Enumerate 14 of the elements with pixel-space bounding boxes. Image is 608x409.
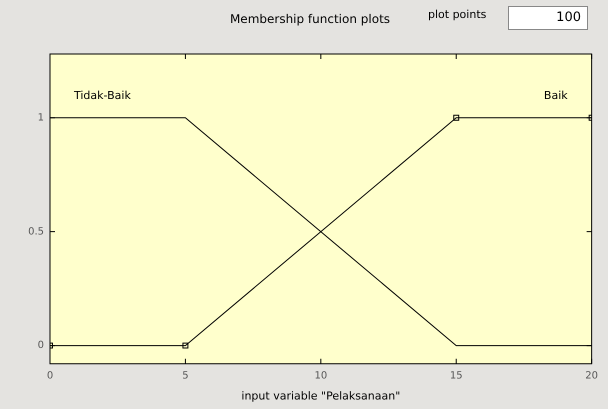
- text-field: 100: [508, 6, 588, 30]
- y-tick-label: 1: [38, 112, 44, 124]
- x-tick-label: 10: [314, 370, 328, 382]
- x-tick-label: 5: [182, 370, 189, 382]
- x-axis-title: input variable "Pelaksanaan": [241, 389, 400, 402]
- series-label: Tidak-Baik: [73, 89, 132, 102]
- y-tick-label: 0: [38, 340, 44, 352]
- series-label: Baik: [544, 89, 568, 102]
- x-tick-label: 0: [46, 370, 54, 382]
- y-tick-label: 0.5: [28, 226, 44, 238]
- text: plot points: [428, 8, 486, 21]
- x-tick-label: 20: [585, 370, 598, 382]
- chart-title: Membership function plots: [228, 12, 392, 26]
- x-tick-label: 15: [450, 370, 463, 382]
